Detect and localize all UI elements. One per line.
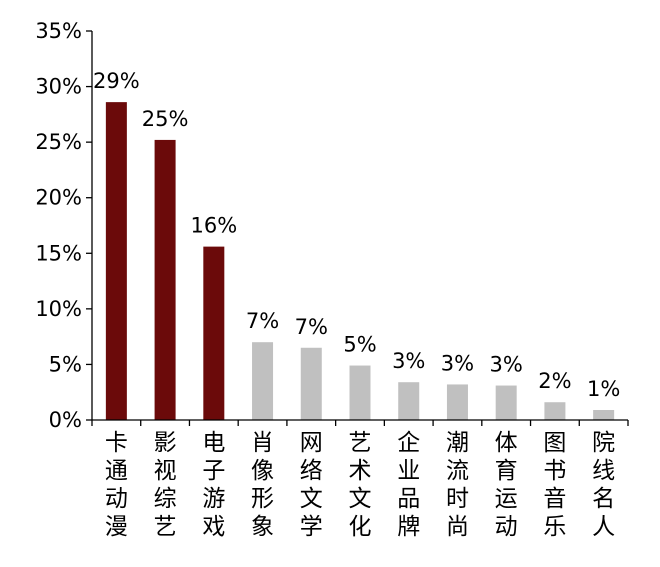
data-label: 25%: [142, 107, 189, 131]
category-label: 院线名人: [592, 430, 615, 540]
data-label: 2%: [538, 369, 571, 393]
bar: [544, 402, 566, 420]
y-tick-label: 15%: [35, 241, 82, 265]
bar: [105, 102, 127, 420]
data-labels-group: 29%25% 16% 7% 7% 5% 3% 3% 3% 2% 1%: [93, 69, 620, 401]
data-label: 3%: [441, 351, 474, 375]
category-label: 图书音乐: [543, 430, 566, 540]
category-label: 电子游戏: [202, 430, 225, 540]
category-label: 肖像形象: [251, 430, 274, 540]
axes-group: [91, 31, 629, 426]
data-label: 3%: [490, 353, 523, 377]
y-tick-label: 20%: [35, 186, 82, 210]
data-label: 7%: [246, 309, 279, 333]
data-label: 3%: [392, 349, 425, 373]
category-label: 影视综艺: [154, 430, 177, 540]
category-label: 网络文学: [300, 430, 323, 540]
bar: [300, 347, 322, 420]
data-label: 5%: [343, 333, 376, 357]
bar: [252, 342, 274, 420]
bar: [593, 409, 615, 420]
y-tick-label: 10%: [35, 297, 82, 321]
data-label: 16%: [190, 214, 237, 238]
category-label: 卡通动漫: [105, 430, 128, 540]
y-tick-label: 35%: [35, 19, 82, 43]
y-axis-ticks: 0% 5% 10% 15% 20% 25% 30% 35%: [35, 19, 92, 432]
data-label: 1%: [587, 377, 620, 401]
bar: [495, 385, 517, 420]
category-labels-group: 卡通动漫 影视综艺 电子游戏 肖像形象 网络文学 艺术文化 企业品牌 潮流时尚 体育运动 图书音乐…: [105, 430, 615, 540]
y-tick-label: 30%: [35, 75, 82, 99]
bar: [398, 382, 420, 420]
category-label: 企业品牌: [397, 430, 420, 540]
bar: [446, 384, 468, 420]
category-label: 体育运动: [495, 430, 518, 540]
data-label: 7%: [295, 315, 328, 339]
y-tick-label: 5%: [49, 352, 82, 376]
data-label: 29%: [93, 69, 140, 93]
bar: [349, 365, 371, 420]
bar: [154, 139, 176, 421]
y-tick-label: 25%: [35, 130, 82, 154]
category-label: 潮流时尚: [446, 430, 469, 540]
bars-group: [105, 102, 615, 421]
category-label: 艺术文化: [349, 430, 372, 540]
bar: [203, 246, 225, 420]
y-tick-label: 0%: [49, 408, 82, 432]
